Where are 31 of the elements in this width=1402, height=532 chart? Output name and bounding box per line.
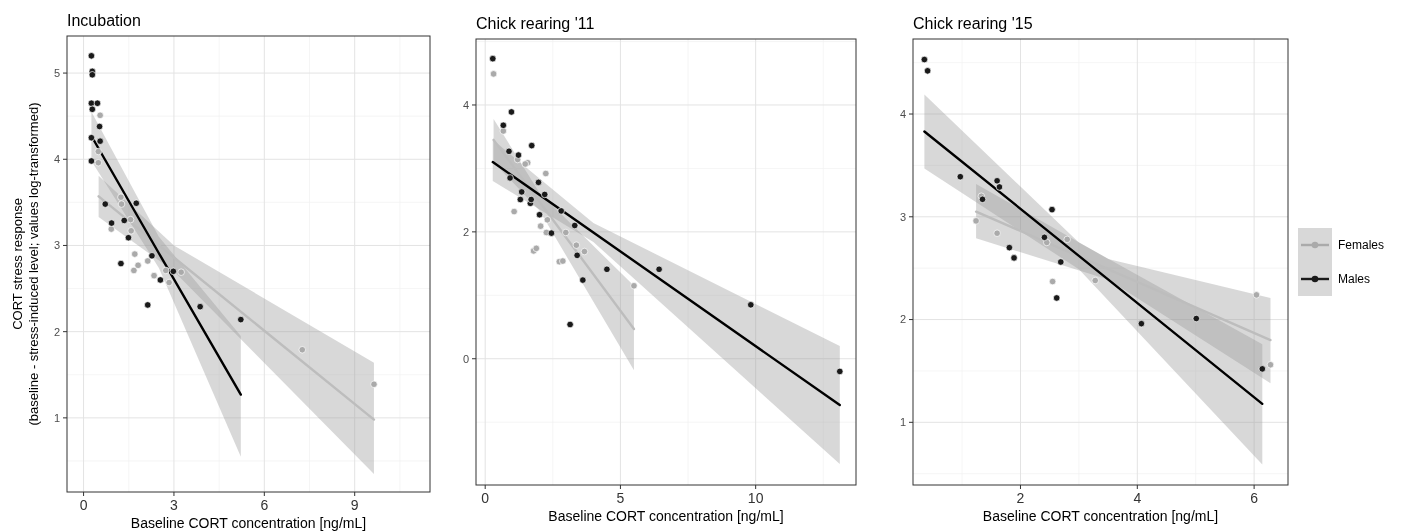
x-tick-label: 9 (350, 497, 359, 513)
x-axis-title: Baseline CORT concentration [ng/mL] (982, 508, 1219, 524)
y-axis-title: CORT stress response (baseline - stress-induced level; values log-transformed) (10, 102, 41, 426)
y-tick-label: 3 (899, 210, 906, 223)
y-tick-label: 2 (462, 225, 469, 238)
legend-label: Males (1338, 272, 1371, 287)
y-tick-label: 1 (899, 416, 906, 429)
x-tick-label: 5 (616, 490, 625, 506)
y-tick-label: 2 (899, 313, 906, 326)
x-tick-label: 3 (170, 497, 179, 513)
chart-title: Incubation (67, 12, 141, 29)
x-tick-label: 2 (1016, 490, 1025, 506)
y-tick-label: 1 (53, 411, 60, 424)
y-tick-label: 5 (53, 66, 60, 79)
chart-title: Chick rearing '11 (476, 15, 595, 32)
x-tick-label: 4 (1133, 490, 1142, 506)
x-tick-label: 6 (260, 497, 269, 513)
x-axis-title: Baseline CORT concentration [ng/mL] (548, 508, 784, 524)
x-tick-label: 0 (79, 497, 88, 513)
chart-title: Chick rearing '15 (913, 15, 1033, 32)
y-tick-label: 4 (462, 98, 469, 111)
y-tick-label: 3 (53, 239, 60, 252)
x-tick-label: 0 (481, 490, 490, 506)
y-tick-label: 4 (899, 107, 906, 120)
y-tick-label: 4 (53, 153, 60, 166)
y-tick-label: 2 (53, 325, 60, 338)
x-tick-label: 6 (1250, 490, 1259, 506)
legend-label: Females (1338, 238, 1385, 253)
y-tick-label: 0 (462, 352, 469, 365)
x-tick-label: 10 (747, 490, 764, 506)
x-axis-title: Baseline CORT concentration [ng/mL] (130, 515, 367, 531)
